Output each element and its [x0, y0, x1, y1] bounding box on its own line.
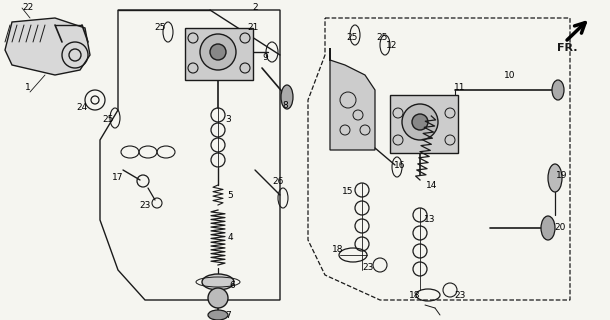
Text: 25: 25: [376, 34, 388, 43]
Text: 6: 6: [229, 281, 235, 290]
Text: 17: 17: [112, 173, 124, 182]
Ellipse shape: [200, 34, 236, 70]
Text: 19: 19: [556, 171, 568, 180]
Text: 7: 7: [225, 310, 231, 319]
Polygon shape: [5, 18, 90, 75]
Ellipse shape: [202, 274, 234, 290]
Text: FR.: FR.: [557, 43, 578, 53]
Text: 18: 18: [409, 291, 421, 300]
Ellipse shape: [541, 216, 555, 240]
Ellipse shape: [210, 44, 226, 60]
Text: 12: 12: [386, 41, 398, 50]
Text: 25: 25: [346, 34, 357, 43]
Bar: [390, 95, 458, 153]
Text: 24: 24: [76, 103, 88, 113]
Text: 23: 23: [454, 291, 465, 300]
Text: 3: 3: [225, 116, 231, 124]
Polygon shape: [330, 48, 375, 150]
Text: 15: 15: [342, 188, 354, 196]
Ellipse shape: [552, 80, 564, 100]
Ellipse shape: [208, 310, 228, 320]
Text: 18: 18: [332, 245, 344, 254]
Text: 25: 25: [154, 23, 166, 33]
Text: 11: 11: [454, 84, 466, 92]
Ellipse shape: [412, 114, 428, 130]
Text: 25: 25: [102, 116, 113, 124]
Ellipse shape: [548, 164, 562, 192]
Text: 10: 10: [504, 70, 515, 79]
Text: 2: 2: [252, 4, 258, 12]
Text: 23: 23: [362, 263, 374, 273]
Ellipse shape: [281, 85, 293, 109]
Text: 8: 8: [282, 100, 288, 109]
Text: 21: 21: [247, 23, 259, 33]
Ellipse shape: [208, 288, 228, 308]
Ellipse shape: [402, 104, 438, 140]
Text: 5: 5: [227, 190, 233, 199]
Text: 22: 22: [23, 4, 34, 12]
Text: 9: 9: [262, 53, 268, 62]
Text: 20: 20: [554, 223, 565, 233]
Text: 16: 16: [394, 161, 406, 170]
Text: 4: 4: [227, 234, 233, 243]
Text: 1: 1: [25, 84, 31, 92]
Text: 26: 26: [272, 178, 284, 187]
Bar: [185, 28, 253, 80]
Text: 13: 13: [424, 215, 436, 225]
Text: 23: 23: [139, 201, 151, 210]
Text: 14: 14: [426, 180, 438, 189]
